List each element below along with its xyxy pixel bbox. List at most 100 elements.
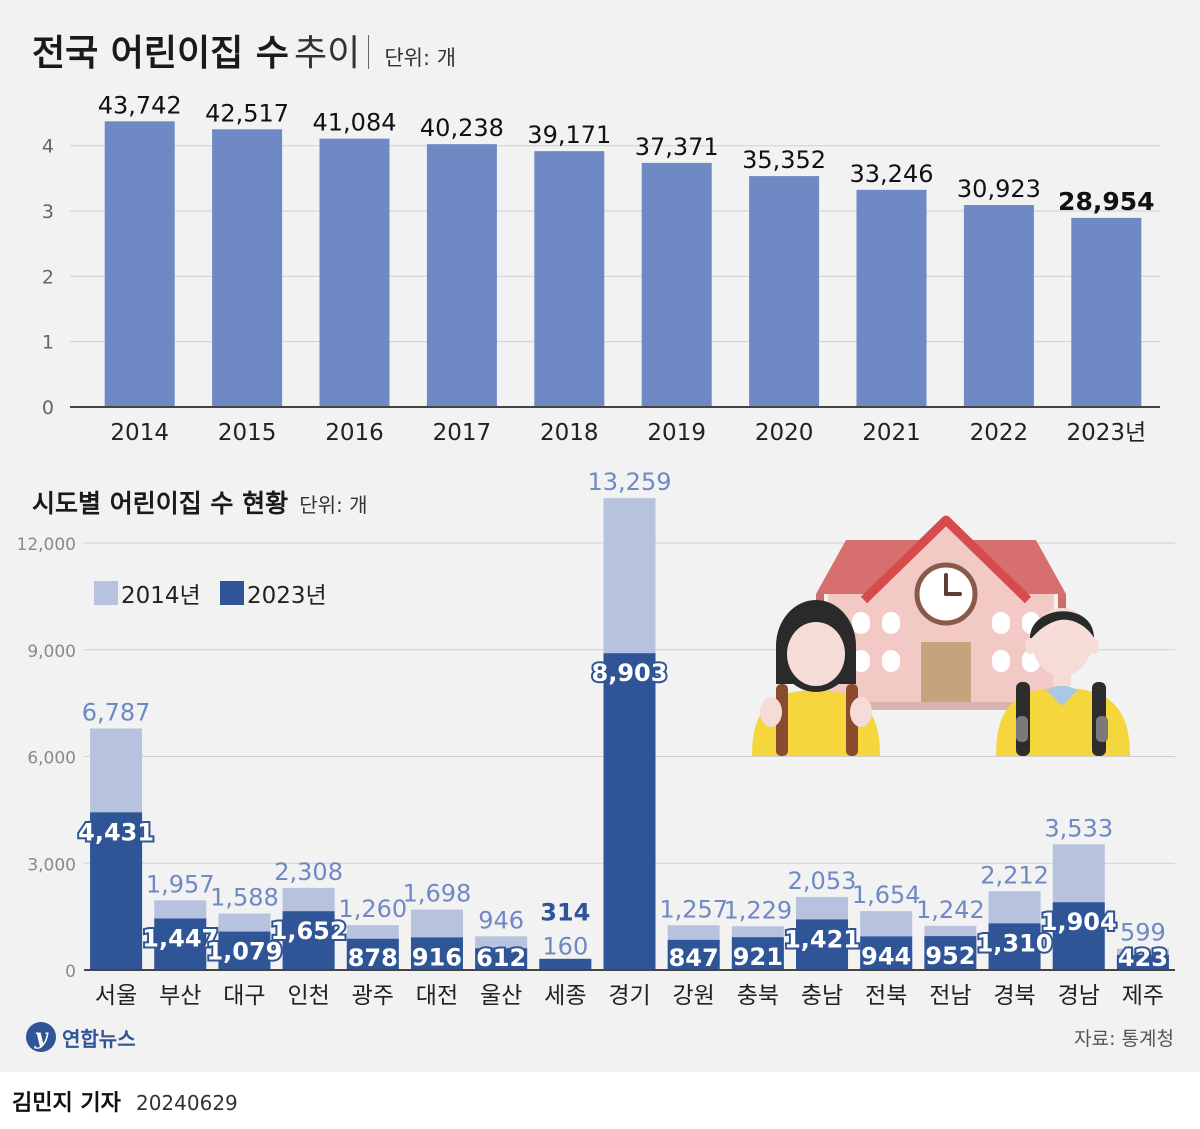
bottom-bar-2023 — [603, 653, 656, 970]
footer: 김민지 기자 20240629 — [12, 1085, 238, 1117]
label-2014: 3,533 — [1044, 814, 1113, 842]
bottom-bar-2023 — [282, 911, 335, 970]
bottom-category-label: 광주 — [352, 983, 394, 1009]
bottom-bar-2023 — [346, 938, 399, 970]
label-2014: 1,229 — [723, 896, 792, 924]
bottom-category-label: 강원 — [673, 983, 715, 1009]
bottom-bar-2023 — [1052, 902, 1105, 970]
regional-title-text: 시도별 어린이집 수 현황 — [32, 489, 289, 518]
bottom-bar-2023 — [796, 919, 849, 970]
top-ytick-label: 3 — [42, 201, 54, 223]
bottom-bar-2023 — [731, 937, 784, 970]
school-building-icon — [816, 515, 1066, 710]
title-divider — [368, 35, 370, 69]
unit-label: 단위: 개 — [384, 46, 457, 70]
top-ytick-label: 1 — [42, 332, 54, 354]
top-value-label: 37,371 — [635, 133, 719, 161]
bottom-category-label: 세종 — [544, 983, 586, 1009]
bottom-bar-2023 — [1116, 954, 1169, 970]
top-value-label: 40,238 — [420, 114, 504, 142]
bottom-bar-2023 — [924, 936, 977, 970]
national-trend-chart: 0 1 2 3 4 43,742 2014 42,517 2015 41,084 2016 40,23… — [42, 91, 1160, 446]
top-bar — [534, 151, 605, 407]
top-value-label: 35,352 — [742, 146, 826, 174]
label-2023: 423 — [1118, 944, 1168, 972]
regional-chart-title: 시도별 어린이집 수 현황 단위: 개 — [32, 484, 368, 520]
bottom-category-label: 제주 — [1122, 983, 1164, 1009]
bottom-category-label: 경남 — [1058, 983, 1100, 1009]
bottom-ytick-label: 6,000 — [27, 749, 76, 769]
top-bar — [856, 189, 927, 407]
legend-swatch-2014 — [94, 581, 118, 605]
top-category-label: 2017 — [433, 420, 492, 446]
top-category-label: 2020 — [755, 420, 814, 446]
legend-swatch-2023 — [220, 581, 244, 605]
publish-date: 20240629 — [135, 1091, 238, 1115]
girl-student-icon — [752, 600, 880, 756]
label-2014: 160 — [542, 932, 588, 960]
legend: 2014년 2023년 — [94, 581, 327, 609]
bottom-category-label: 전북 — [865, 983, 907, 1009]
top-bar — [749, 176, 820, 407]
bottom-bar-2023 — [154, 918, 207, 970]
top-bar — [426, 144, 497, 407]
bottom-bar-2023 — [475, 948, 528, 970]
label-2014: 1,242 — [916, 896, 985, 924]
bottom-ytick-label: 9,000 — [27, 642, 76, 662]
regional-unit-label: 단위: 개 — [299, 493, 368, 517]
top-ytick-label: 0 — [42, 397, 54, 419]
label-2014: 1,957 — [146, 870, 215, 898]
top-ytick-label: 4 — [42, 136, 54, 158]
bottom-category-label: 인천 — [287, 983, 329, 1009]
label-2014: 13,259 — [588, 468, 672, 496]
label-2014: 6,787 — [82, 698, 151, 726]
top-bar — [1071, 217, 1142, 407]
title-bold: 전국 어린이집 수 — [32, 33, 289, 74]
label-2014: 2,308 — [274, 858, 343, 886]
bottom-bar-2023 — [90, 812, 143, 970]
top-bar — [319, 138, 390, 407]
label-2014: 1,698 — [403, 880, 472, 908]
label-2023: 916 — [412, 943, 462, 971]
label-2023: 952 — [925, 942, 975, 970]
bottom-ytick-label: 3,000 — [27, 855, 76, 875]
bottom-ytick-label: 0 — [65, 962, 76, 982]
bottom-category-label: 충북 — [737, 983, 779, 1009]
legend-label-2023: 2023년 — [247, 583, 327, 609]
top-bar — [212, 129, 283, 407]
reporter-name: 김민지 기자 — [12, 1091, 121, 1116]
bottom-category-label: 대구 — [223, 983, 265, 1009]
label-2023: 1,447 — [142, 925, 218, 953]
bottom-category-label: 충남 — [801, 983, 843, 1009]
label-2014: 599 — [1120, 919, 1166, 947]
bottom-bar-2023 — [860, 936, 913, 970]
top-category-label: 2015 — [218, 420, 277, 446]
yonhap-logo-mark: y — [26, 1022, 56, 1052]
bottom-category-label: 경기 — [608, 983, 650, 1009]
label-2023: 944 — [861, 942, 911, 970]
top-bar — [104, 121, 175, 407]
bottom-bar-2023 — [667, 939, 720, 970]
label-2023: 4,431 — [78, 818, 154, 846]
top-bar — [963, 205, 1034, 407]
label-2014: 1,654 — [852, 881, 921, 909]
bottom-category-label: 대전 — [416, 983, 458, 1009]
label-2023: 1,079 — [206, 938, 282, 966]
label-2023: 1,652 — [271, 917, 347, 945]
top-category-label: 2022 — [970, 420, 1029, 446]
top-bar — [641, 162, 712, 407]
label-2014: 1,257 — [659, 895, 728, 923]
label-2023: 612 — [476, 944, 526, 972]
label-2023: 878 — [348, 944, 398, 972]
chart-title: 전국 어린이집 수 추이 단위: 개 — [32, 24, 456, 76]
bottom-category-label: 부산 — [159, 983, 201, 1009]
label-2023: 314 — [540, 898, 590, 926]
boy-student-icon — [996, 608, 1130, 756]
bottom-bar-2023 — [539, 958, 592, 970]
top-category-label: 2021 — [862, 420, 921, 446]
top-category-label: 2019 — [647, 420, 706, 446]
top-value-label: 28,954 — [1058, 187, 1154, 216]
yonhap-logo-text: 연합뉴스 — [62, 1026, 136, 1051]
daycare-illustration — [752, 515, 1130, 756]
top-value-label: 30,923 — [957, 175, 1041, 203]
